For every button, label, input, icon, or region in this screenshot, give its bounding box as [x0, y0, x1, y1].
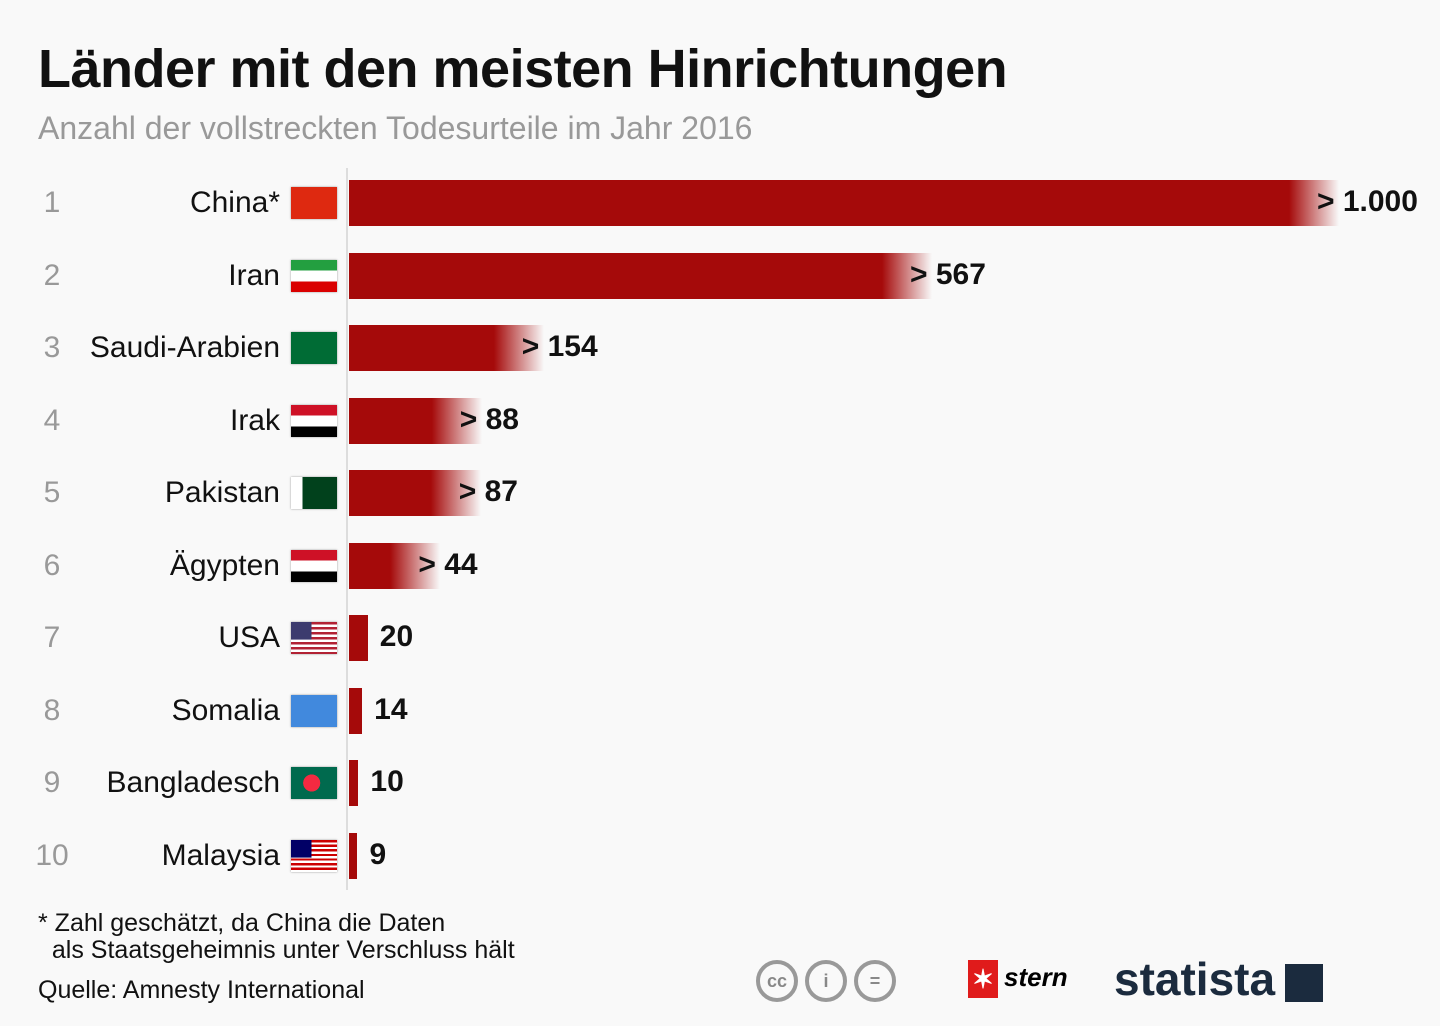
value-label: 14 [374, 692, 408, 726]
value-label: > 154 [521, 330, 598, 363]
rank-label: 7 [43, 621, 61, 654]
category-label: Irak [229, 403, 280, 437]
rank-label: 6 [43, 548, 61, 582]
flag-icon [291, 404, 337, 437]
value-label: 20 [379, 620, 414, 653]
flag-icon [291, 477, 337, 509]
bar [349, 760, 359, 806]
rank-label: 1 [43, 186, 61, 219]
value-label: > 87 [458, 475, 518, 508]
bar [349, 687, 363, 734]
category-label: Bangladesch [106, 766, 280, 799]
source: Quelle: Amnesty International [38, 976, 365, 1004]
stern-star-icon: ✶ [968, 960, 998, 998]
value-label: 9 [369, 837, 387, 871]
category-label: Malaysia [161, 838, 280, 872]
bar [349, 470, 481, 516]
flag-icon [291, 767, 337, 799]
bar [349, 615, 368, 661]
rank-label: 10 [35, 838, 69, 872]
attribution-icon: i [805, 960, 847, 1002]
bar [349, 325, 544, 371]
value-label: > 44 [418, 547, 478, 581]
bar [349, 832, 358, 879]
category-label: China* [189, 186, 280, 219]
chart-subtitle: Anzahl der vollstreckten Todesurteile im… [38, 110, 753, 146]
flag-icon [291, 839, 337, 872]
value-label: > 88 [459, 402, 519, 436]
rank-label: 2 [43, 258, 61, 292]
footnote: * Zahl geschätzt, da China die Daten als… [38, 909, 515, 964]
bar [349, 542, 441, 589]
statista-logo: statista [1114, 952, 1324, 1006]
flag-icon [291, 622, 337, 654]
statista-text: statista [1114, 953, 1276, 1005]
value-label: 10 [370, 765, 404, 798]
bar [349, 397, 482, 444]
rank-label: 9 [43, 766, 61, 799]
category-label: Somalia [171, 693, 280, 727]
flag-icon [291, 332, 337, 364]
rank-label: 5 [43, 476, 61, 509]
value-label: > 567 [909, 257, 986, 291]
category-label: USA [218, 621, 280, 654]
flag-icon [291, 259, 337, 292]
chart-title: Länder mit den meisten Hinrichtungen [38, 39, 1008, 99]
flag-icon [291, 187, 337, 219]
category-label: Saudi-Arabien [89, 331, 280, 364]
category-label: Ägypten [169, 548, 280, 582]
category-label: Iran [228, 258, 280, 292]
stern-text: stern [1004, 961, 1068, 992]
category-label: Pakistan [164, 476, 280, 509]
stern-logo: ✶ stern [968, 960, 1068, 998]
rank-label: 3 [43, 331, 61, 364]
no-derivatives-icon: = [854, 960, 896, 1002]
cc-icon: cc [756, 960, 798, 1002]
flag-icon [291, 694, 337, 727]
value-label: > 1.000 [1317, 185, 1418, 218]
flag-icon [291, 549, 337, 582]
statista-icon [1285, 963, 1324, 1002]
rank-label: 4 [43, 403, 61, 437]
axis-line [346, 168, 348, 890]
bar [349, 252, 932, 299]
rank-label: 8 [43, 693, 61, 727]
bar [349, 180, 1339, 226]
